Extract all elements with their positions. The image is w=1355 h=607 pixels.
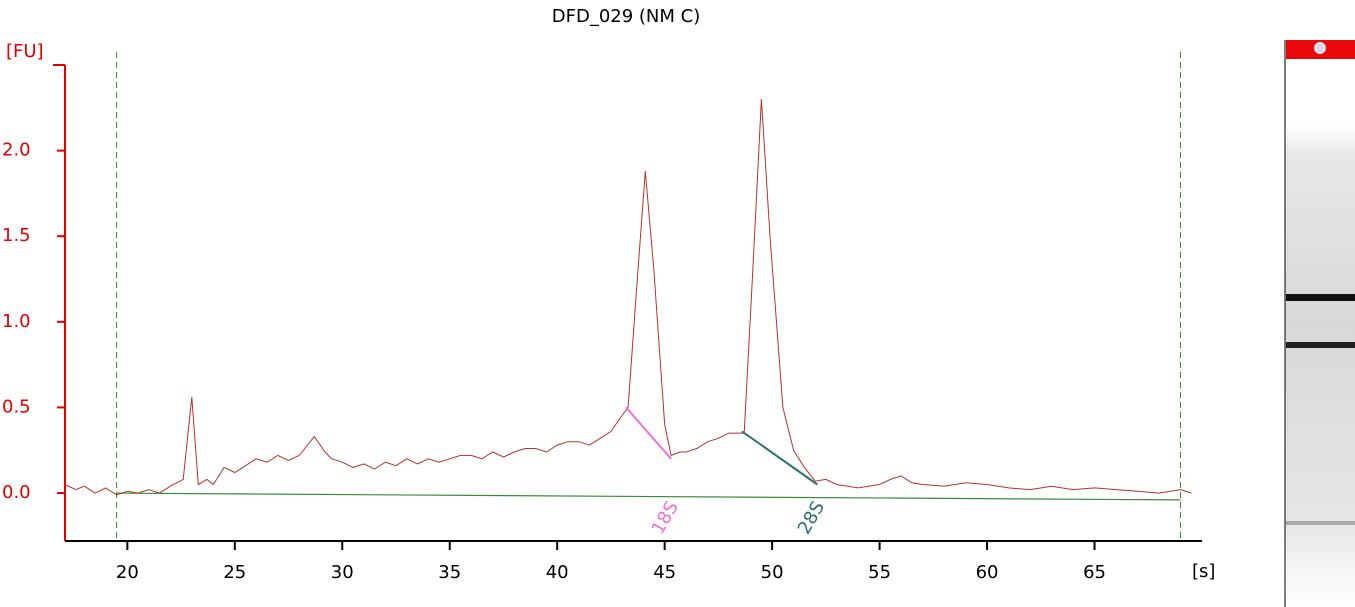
baseline [116,492,1181,501]
peak-line [741,430,818,486]
chart-title: DFD_029 (NM C) [552,6,700,27]
y-tick-label: 1.0 [2,311,31,332]
x-tick-label: 55 [868,562,891,583]
x-tick-label: 50 [761,562,784,583]
y-tick-label: 0.0 [2,482,31,503]
peak-line [625,406,672,460]
peak-label: 28S [794,498,829,538]
x-tick-label: 60 [976,562,999,583]
y-tick-label: 2.0 [2,140,31,161]
y-axis-label: [FU] [6,41,44,62]
x-tick-label: 25 [223,562,246,583]
y-tick-label: 0.5 [2,396,31,417]
y-tick-label: 1.5 [2,225,31,246]
x-tick-label: 45 [653,562,676,583]
gel-band [1286,294,1355,301]
x-tick-label: 65 [1083,562,1106,583]
x-tick-label: 35 [438,562,461,583]
x-axis-label: [s] [1192,561,1215,582]
x-tick-label: 30 [331,562,354,583]
peak-label: 18S [648,498,683,538]
gel-lane [1284,40,1355,607]
gel-band [1286,521,1355,525]
gel-band [1286,342,1355,348]
x-tick-label: 20 [116,562,139,583]
gel-background [1285,40,1355,607]
x-tick-label: 40 [546,562,569,583]
gel-marker-dot [1314,42,1326,54]
trace [64,99,1192,496]
